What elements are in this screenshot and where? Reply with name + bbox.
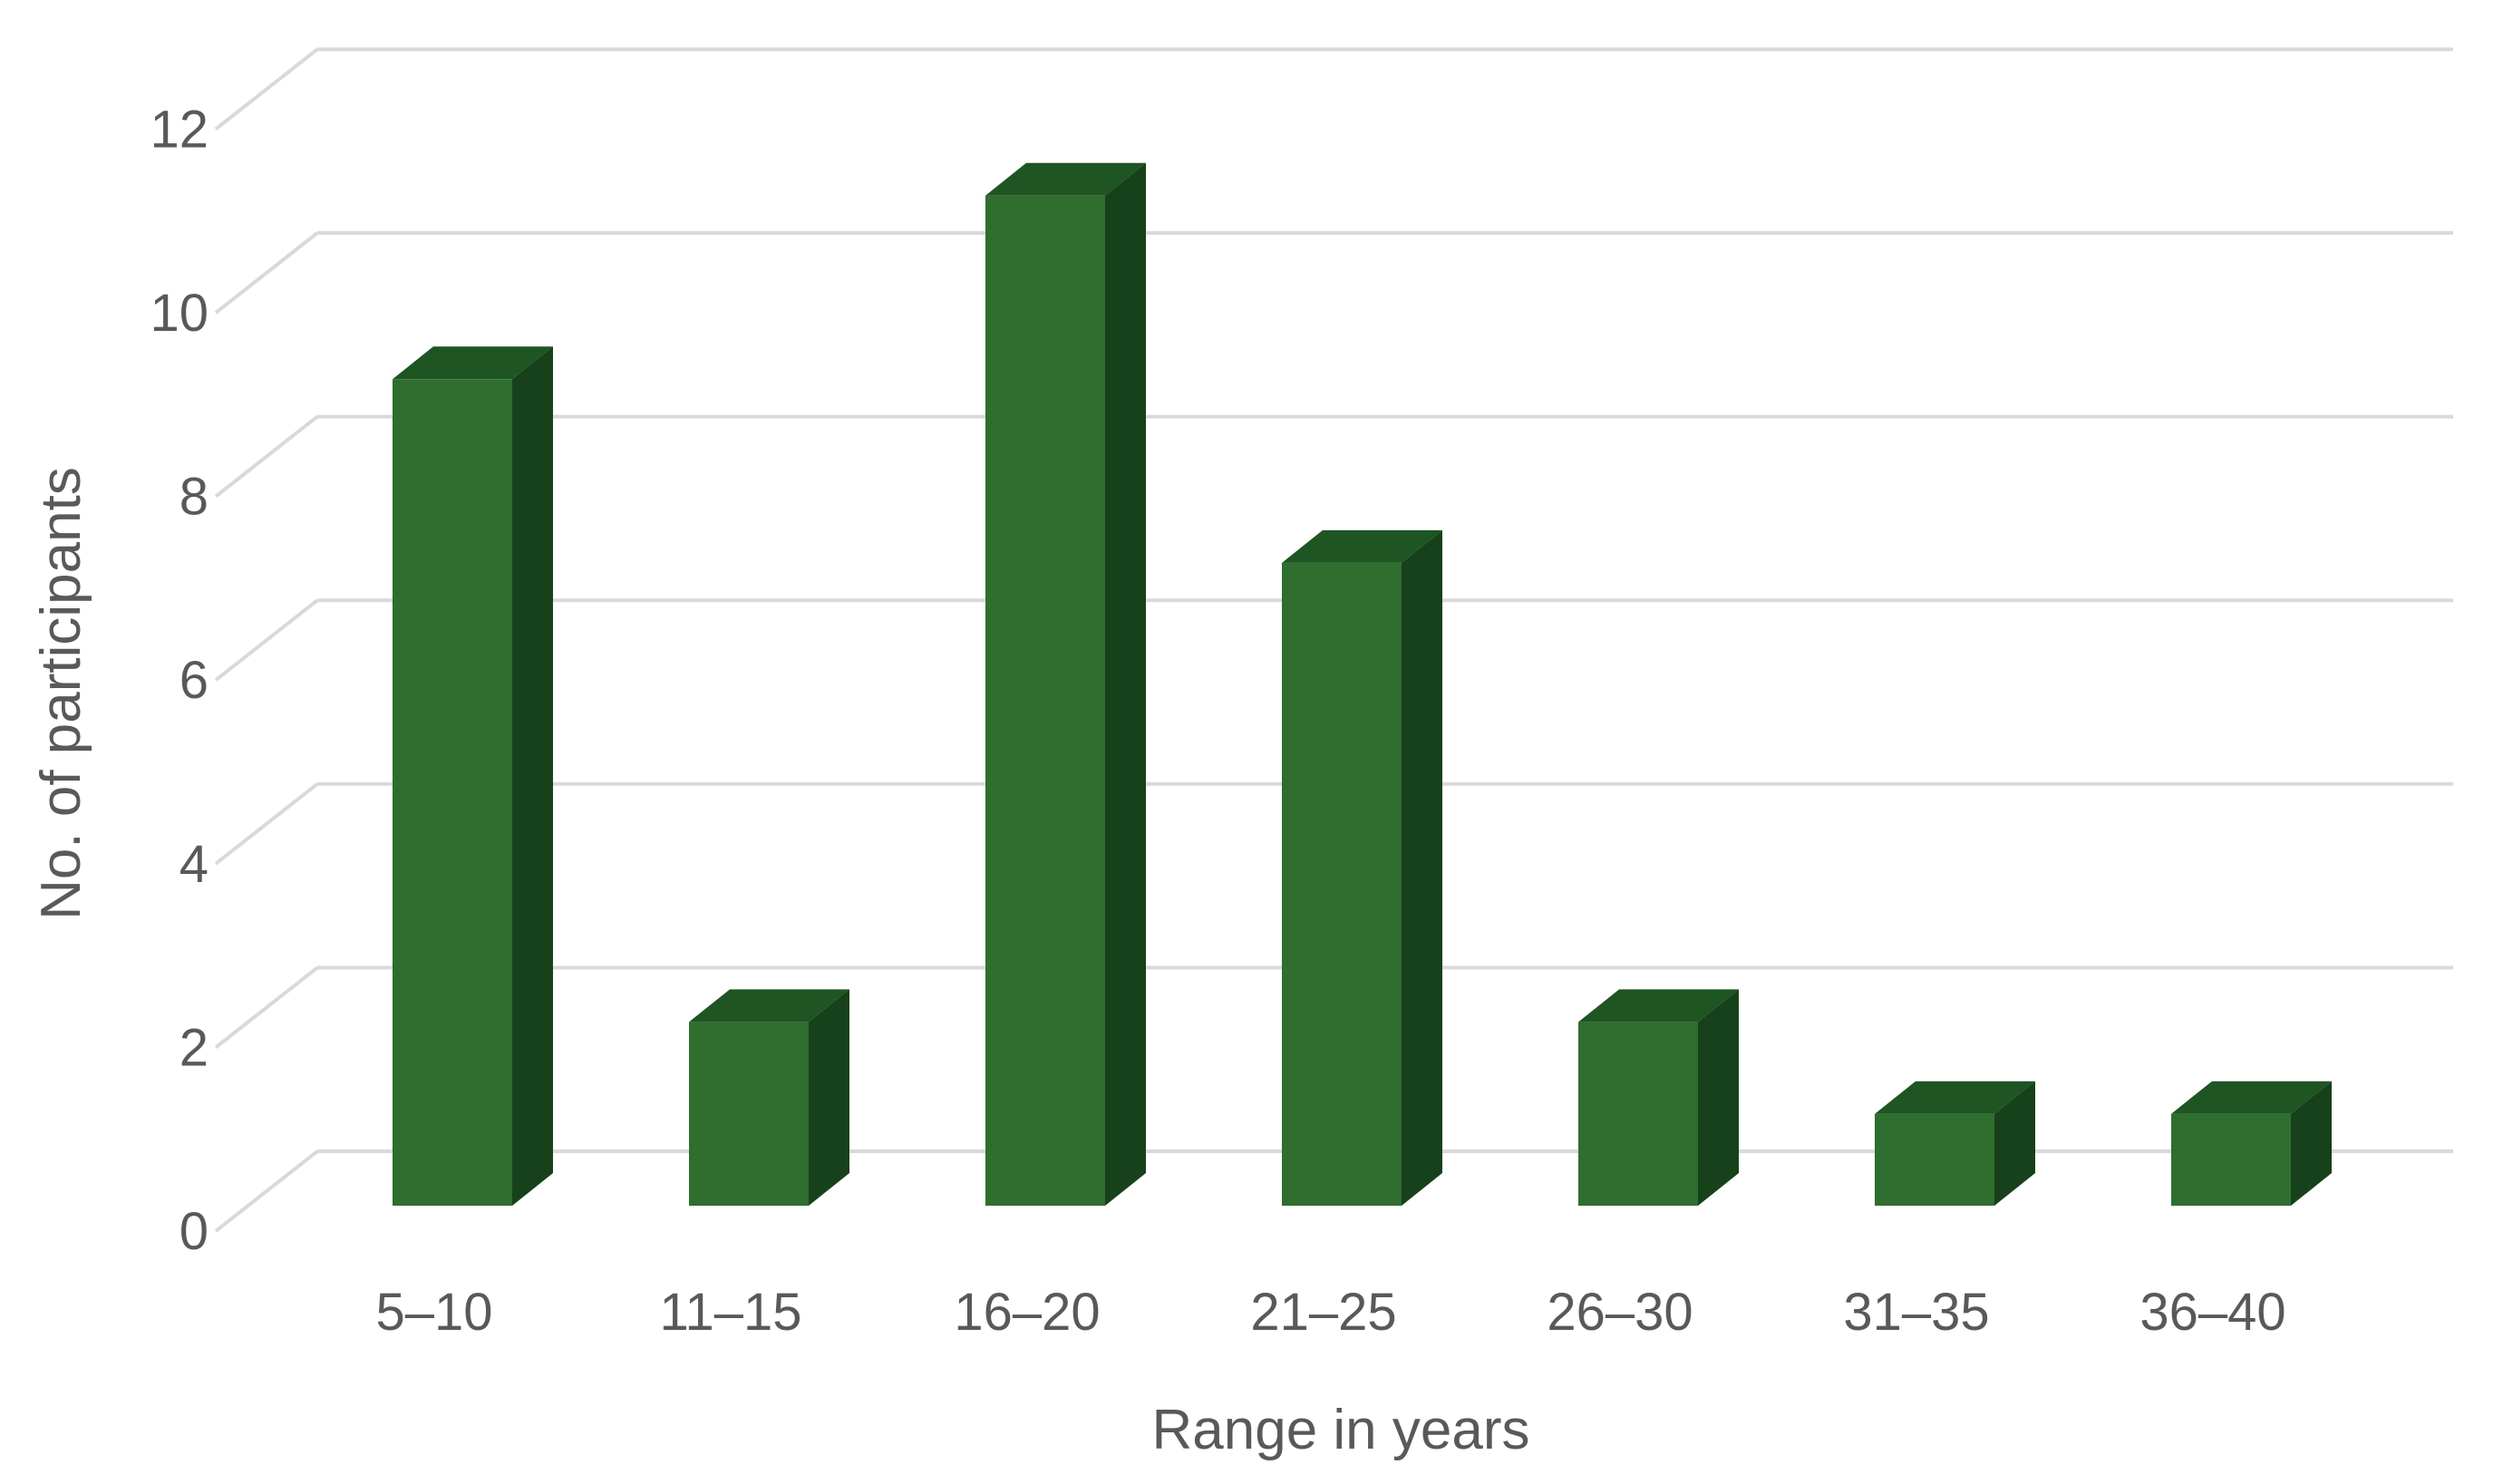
x-category-label: 16–20 xyxy=(954,1283,1100,1342)
y-tick-label: 6 xyxy=(179,651,209,710)
bar-side-face xyxy=(1105,162,1146,1207)
bar-side-face xyxy=(2291,1081,2332,1206)
x-category-label: 26–30 xyxy=(1547,1283,1693,1342)
y-tick-leader-line xyxy=(214,965,319,1049)
y-tick-leader-line xyxy=(214,231,319,315)
y-axis-title: No. of participants xyxy=(30,467,92,920)
bar-16–20 xyxy=(985,195,1105,1207)
bar-side-face xyxy=(1402,529,1442,1206)
y-tick-label: 8 xyxy=(179,468,209,527)
y-tick-label: 4 xyxy=(179,835,209,894)
bar-top-face xyxy=(1875,1081,2035,1114)
bar-5–10 xyxy=(393,379,512,1206)
bar-26–30 xyxy=(1578,1022,1698,1206)
y-tick-leader-line xyxy=(214,415,319,499)
bar-top-face xyxy=(393,346,553,380)
y-tick-label: 12 xyxy=(150,100,209,159)
x-category-label: 21–25 xyxy=(1250,1283,1396,1342)
bar-top-face xyxy=(985,162,1146,196)
bar-top-face xyxy=(1578,989,1739,1023)
bar-top-face xyxy=(689,989,849,1023)
y-tick-leader-line xyxy=(214,47,319,131)
y-tick-label: 10 xyxy=(150,284,209,343)
bar-31–35 xyxy=(1875,1113,1994,1206)
bar-side-face xyxy=(809,989,849,1206)
bar-top-face xyxy=(1282,529,1442,563)
y-tick-label: 2 xyxy=(179,1018,209,1077)
bar-side-face xyxy=(512,346,553,1206)
y-tick-leader-line xyxy=(214,782,319,866)
x-category-label: 36–40 xyxy=(2139,1283,2285,1342)
bar-side-face xyxy=(1994,1081,2035,1206)
bar-36–40 xyxy=(2171,1113,2291,1206)
y-tick-leader-line xyxy=(214,1149,319,1233)
bar-side-face xyxy=(1698,989,1739,1206)
bar-top-face xyxy=(2171,1081,2332,1114)
x-axis-title: Range in years xyxy=(1151,1399,1530,1461)
x-category-label: 5–10 xyxy=(375,1283,492,1342)
y-tick-leader-line xyxy=(214,598,319,682)
y-tick-label: 0 xyxy=(179,1202,209,1261)
bar-11–15 xyxy=(689,1022,809,1206)
x-category-label: 31–35 xyxy=(1843,1283,1989,1342)
bar-21–25 xyxy=(1282,562,1402,1206)
x-category-label: 11–15 xyxy=(660,1283,802,1342)
